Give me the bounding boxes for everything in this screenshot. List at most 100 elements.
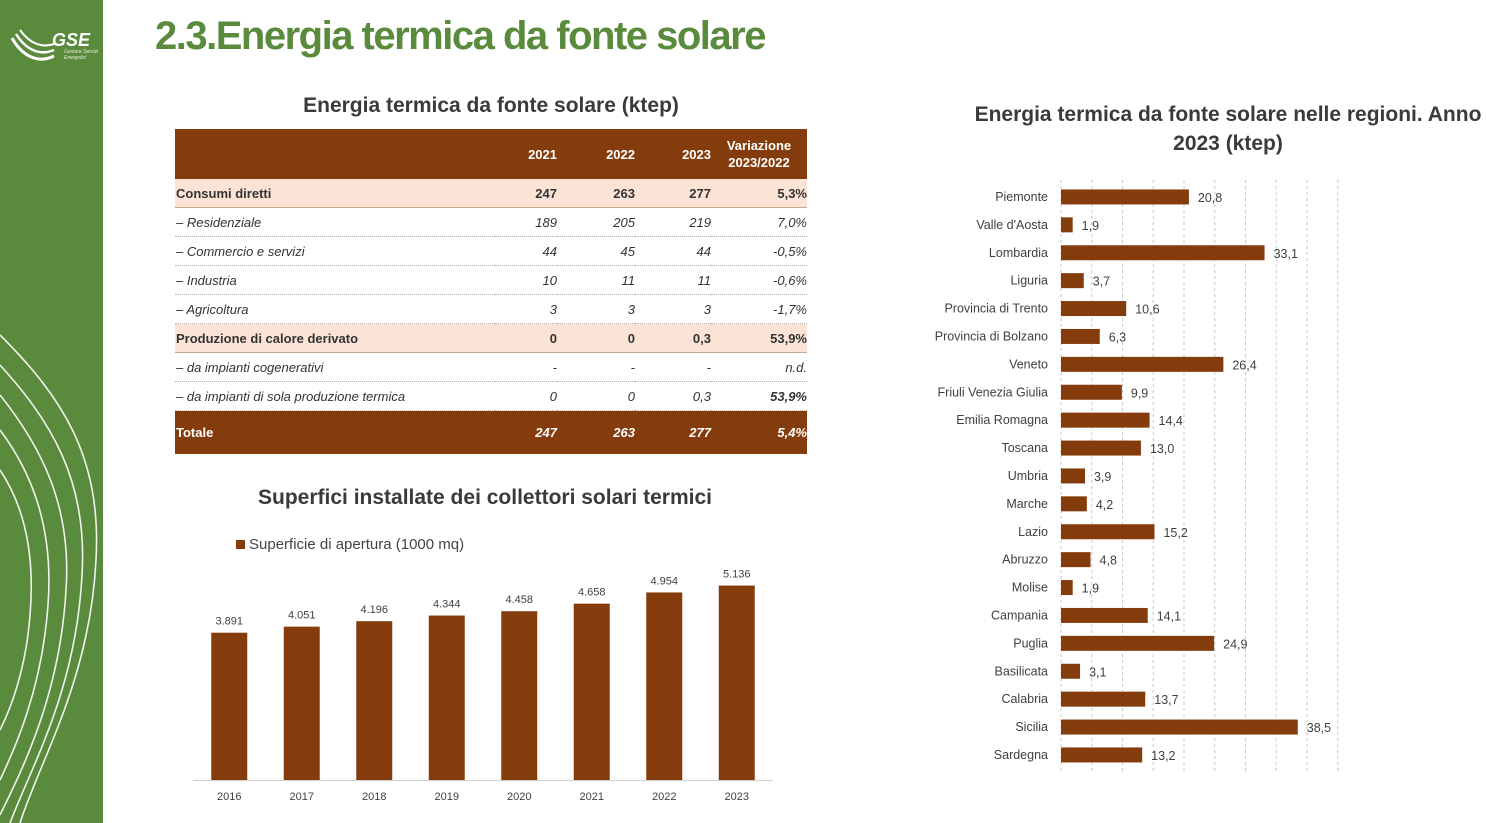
table-header-cell: Variazione 2023/2022 — [711, 129, 807, 179]
table-cell: 263 — [557, 179, 635, 208]
table-cell: -1,7% — [711, 294, 807, 324]
bar — [501, 611, 538, 780]
bar-value-label: 13,0 — [1150, 442, 1174, 456]
bar — [1061, 635, 1215, 651]
bar-value-label: 26,4 — [1232, 358, 1256, 372]
row-label: Produzione di calore derivato — [175, 323, 495, 353]
bar — [356, 621, 393, 780]
row-label: – Commercio e servizi — [175, 236, 495, 266]
bar-value-label: 6,3 — [1109, 330, 1126, 344]
bar-value-label: 4.051 — [288, 610, 316, 622]
x-tick-label: 2018 — [362, 791, 386, 803]
row-label: Totale — [175, 410, 495, 454]
table-cell: 0 — [495, 323, 557, 353]
bar-chart-title: Superfici installate dei collettori sola… — [258, 486, 712, 509]
category-label: Marche — [1006, 497, 1048, 511]
table-cell: 45 — [557, 236, 635, 266]
table-cell: 0 — [557, 381, 635, 411]
page-title: 2.3.Energia termica da fonte solare — [155, 14, 766, 58]
bar — [1061, 217, 1073, 233]
category-label: Calabria — [1001, 692, 1048, 706]
table-row: – Industria 10 11 11 -0,6% — [175, 265, 807, 295]
table-row: Produzione di calore derivato 0 0 0,3 53,9% — [175, 323, 807, 353]
table-row: Consumi diretti 247 263 277 5,3% — [175, 179, 807, 208]
x-tick-label: 2022 — [652, 791, 676, 803]
logo-text: GSE — [52, 30, 91, 50]
collector-area-bar-chart: Superficie di apertura (1000 mq) 3.891 201… — [193, 536, 773, 803]
category-label: Puglia — [1013, 636, 1048, 650]
category-label: Sardegna — [994, 748, 1048, 762]
table-cell: 53,9% — [711, 381, 807, 411]
bar-value-label: 10,6 — [1135, 303, 1159, 317]
category-label: Toscana — [1001, 441, 1048, 455]
table-cell: 247 — [495, 410, 557, 454]
table-cell: 0,3 — [635, 323, 711, 353]
bar — [1061, 580, 1073, 596]
bar-value-label: 14,1 — [1157, 609, 1181, 623]
x-tick-label: 2017 — [290, 791, 314, 803]
table-cell: 3 — [635, 294, 711, 324]
table-cell: -0,6% — [711, 265, 807, 295]
bar — [1061, 691, 1146, 707]
bar-value-label: 24,9 — [1223, 637, 1247, 651]
category-label: Emilia Romagna — [956, 413, 1048, 427]
bar-value-label: 20,8 — [1198, 191, 1222, 205]
sidebar-band: GSE Gestore Servizi Energetici — [0, 0, 103, 823]
bar-value-label: 3,7 — [1093, 275, 1110, 289]
row-label: – Residenziale — [175, 207, 495, 237]
gse-logo-icon — [10, 29, 55, 61]
row-label: – da impianti di sola produzione termica — [175, 381, 495, 411]
table-header-cell: 2022 — [557, 129, 635, 179]
table-cell: 0 — [495, 381, 557, 411]
category-label: Provincia di Bolzano — [935, 329, 1048, 343]
bar-value-label: 1,9 — [1082, 582, 1099, 596]
table-cell: 10 — [495, 265, 557, 295]
table-cell: - — [635, 352, 711, 382]
table-row: Totale 247 263 277 5,4% — [175, 410, 807, 454]
table-cell: 0,3 — [635, 381, 711, 411]
table-cell: 44 — [495, 236, 557, 266]
table-cell: 277 — [635, 179, 711, 208]
row-label: – Industria — [175, 265, 495, 295]
bar — [1061, 356, 1224, 372]
table-row: – Agricoltura 3 3 3 -1,7% — [175, 294, 807, 324]
bar — [1061, 607, 1148, 623]
table-cell: 3 — [495, 294, 557, 324]
category-label: Liguria — [1010, 274, 1048, 288]
bar — [1061, 301, 1127, 317]
category-label: Provincia di Trento — [944, 302, 1048, 316]
table-cell: 263 — [557, 410, 635, 454]
region-horizontal-bar-chart: Piemonte 20,8 Valle d'Aosta 1,9 Lombardia 33,… — [935, 180, 1339, 772]
bar — [1061, 189, 1189, 205]
bar — [1061, 719, 1298, 735]
table-cell: 11 — [635, 265, 711, 295]
bar — [1061, 384, 1122, 400]
bar — [1061, 496, 1087, 512]
x-tick-label: 2021 — [580, 791, 604, 803]
bar-value-label: 4.658 — [578, 587, 606, 599]
bar-value-label: 13,2 — [1151, 749, 1175, 763]
table-title: Energia termica da fonte solare (ktep) — [303, 94, 679, 117]
bar — [1061, 468, 1085, 484]
bar — [1061, 245, 1265, 261]
table-row: – da impianti cogenerativi - - - n.d. — [175, 352, 807, 382]
bar — [283, 626, 320, 780]
decorative-waves — [0, 334, 98, 823]
bar-value-label: 4.954 — [650, 575, 678, 587]
bar — [573, 603, 610, 780]
logo-subtitle: Gestore Servizi Energetici — [64, 49, 99, 61]
table-row: – Residenziale 189 205 219 7,0% — [175, 207, 807, 237]
table-cell: - — [557, 352, 635, 382]
table-header-cell: 2021 — [495, 129, 557, 179]
bar-value-label: 9,9 — [1131, 386, 1148, 400]
bar — [428, 615, 465, 780]
category-label: Lombardia — [989, 246, 1048, 260]
bar-value-label: 4.458 — [505, 594, 533, 606]
legend-swatch — [236, 540, 245, 549]
bar-value-label: 3.891 — [215, 616, 243, 628]
category-label: Piemonte — [995, 190, 1048, 204]
table-cell: 0 — [557, 323, 635, 353]
row-label: – Agricoltura — [175, 294, 495, 324]
x-tick-label: 2019 — [435, 791, 459, 803]
row-label: – da impianti cogenerativi — [175, 352, 495, 382]
